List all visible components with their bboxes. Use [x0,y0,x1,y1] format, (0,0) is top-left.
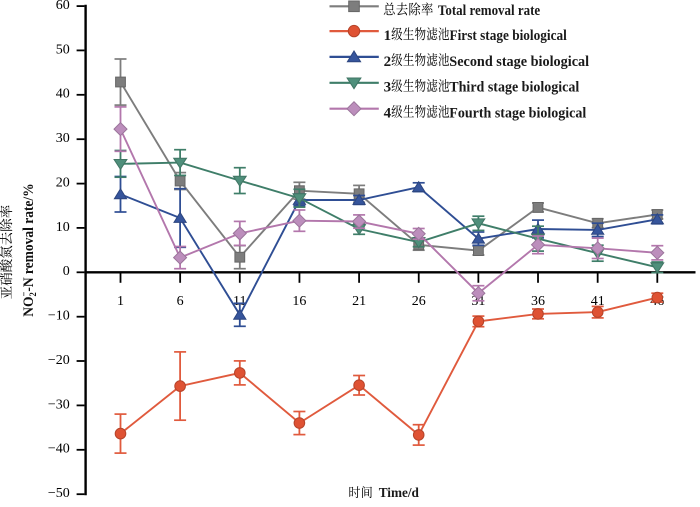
svg-text:1: 1 [117,294,124,309]
svg-text:Third stage biological: Third stage biological [449,80,579,96]
svg-text:−20: −20 [48,353,70,368]
svg-text:60: 60 [56,0,70,13]
svg-text:40: 40 [56,87,70,102]
svg-text:0: 0 [63,264,70,279]
svg-text:31: 31 [471,294,485,309]
svg-text:1: 1 [384,28,392,44]
svg-text:Time/d: Time/d [379,486,419,501]
svg-text:20: 20 [56,176,70,191]
svg-text:−40: −40 [48,442,70,457]
svg-text:Second stage biological: Second stage biological [449,54,589,70]
svg-text:6: 6 [177,294,184,309]
svg-text:4: 4 [384,106,392,122]
svg-text:−50: −50 [48,486,70,501]
svg-text:26: 26 [412,294,426,309]
svg-text:NO2−-N removal rate/%: NO2−-N removal rate/% [19,183,39,316]
svg-text:−30: −30 [48,397,70,412]
svg-text:21: 21 [352,294,366,309]
svg-text:Fourth stage biological: Fourth stage biological [449,106,586,122]
svg-text:−10: −10 [48,309,70,324]
svg-text:16: 16 [292,294,306,309]
svg-text:Total removal rate: Total removal rate [438,3,541,19]
svg-text:41: 41 [591,294,605,309]
svg-text:10: 10 [56,220,70,235]
svg-text:2: 2 [384,54,392,70]
svg-text:50: 50 [56,42,70,57]
svg-text:11: 11 [233,294,246,309]
svg-text:First stage biological: First stage biological [450,28,567,44]
svg-text:3: 3 [384,80,392,96]
svg-text:36: 36 [531,294,545,309]
svg-text:30: 30 [56,131,70,146]
